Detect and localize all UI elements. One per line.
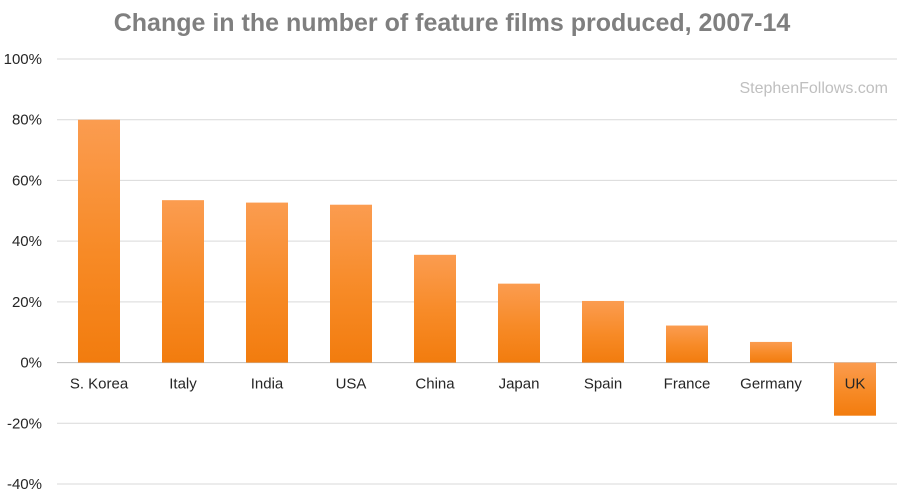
x-tick-label: Japan (499, 376, 540, 393)
y-tick-label: -20% (7, 415, 42, 432)
y-tick-label: 60% (12, 172, 42, 189)
bar-japan (498, 283, 540, 363)
x-tick-label: Germany (740, 376, 802, 393)
bar-germany (750, 341, 792, 363)
bar-s-korea (78, 119, 120, 363)
y-tick-label: 40% (12, 233, 42, 250)
x-tick-label: France (664, 376, 711, 393)
x-tick-label: Spain (584, 376, 622, 393)
y-tick-label: 0% (20, 355, 42, 372)
y-tick-label: -40% (7, 476, 42, 493)
x-tick-label: India (251, 376, 284, 393)
bar-usa (330, 204, 372, 363)
bar-spain (582, 300, 624, 363)
x-tick-label: Italy (169, 376, 197, 393)
bar-china (414, 254, 456, 363)
bar-france (666, 325, 708, 363)
x-tick-label: UK (845, 376, 866, 393)
y-tick-label: 80% (12, 112, 42, 129)
x-tick-label: USA (336, 376, 367, 393)
bar-india (246, 202, 288, 363)
x-tick-label: China (415, 376, 455, 393)
watermark-annotation: StephenFollows.com (739, 80, 888, 97)
bar-uk (834, 362, 876, 416)
chart-title: Change in the number of feature films pr… (114, 9, 791, 37)
x-tick-label: S. Korea (70, 376, 129, 393)
x-axis-tick-labels: S. Korea Italy India USA China Japan Spain Fran… (70, 376, 866, 393)
bar-italy (162, 200, 204, 363)
y-tick-label: 100% (4, 51, 42, 68)
y-tick-label: 20% (12, 294, 42, 311)
y-axis-tick-labels: -40% -20% 0% 20% 40% 60% 80% 100% (4, 51, 42, 493)
bars (78, 119, 876, 416)
